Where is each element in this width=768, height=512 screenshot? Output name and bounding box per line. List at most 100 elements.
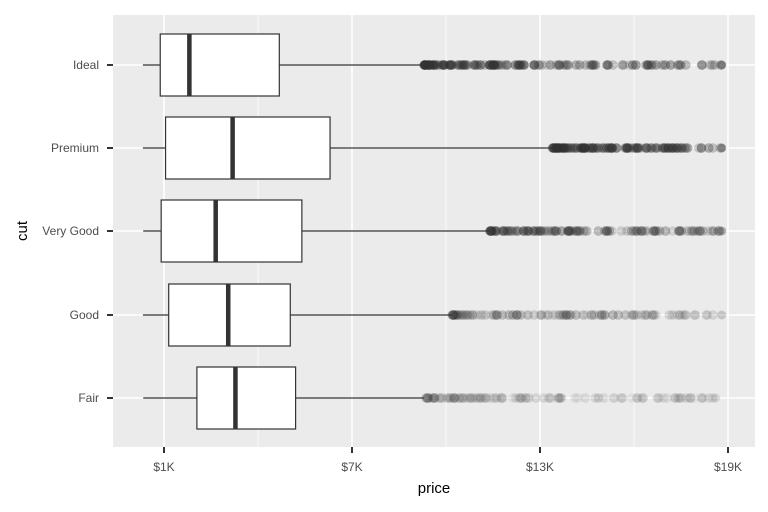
outlier-point xyxy=(596,143,607,153)
outlier-point xyxy=(558,143,568,153)
outlier-point xyxy=(578,143,589,153)
outlier-point xyxy=(561,310,571,320)
outlier-point xyxy=(650,226,660,236)
outlier-point xyxy=(579,143,590,153)
outlier-point xyxy=(565,226,576,236)
outlier-point xyxy=(597,310,607,320)
outlier-point xyxy=(522,226,532,236)
outlier-point xyxy=(555,143,565,153)
outlier-point xyxy=(445,393,456,403)
outlier-point xyxy=(607,143,617,153)
outlier-point xyxy=(640,310,651,320)
outlier-point xyxy=(425,60,435,70)
outlier-point xyxy=(452,60,463,70)
outlier-point xyxy=(445,60,455,70)
outlier-point xyxy=(495,60,506,70)
outlier-point xyxy=(651,226,661,236)
outlier-point xyxy=(563,226,573,236)
outlier-point xyxy=(497,310,508,320)
outlier-point xyxy=(555,393,566,403)
outlier-point xyxy=(626,226,637,236)
outlier-point xyxy=(584,143,594,153)
outlier-point xyxy=(676,143,686,153)
outlier-point xyxy=(495,393,505,403)
outlier-point xyxy=(506,226,517,236)
outlier-point xyxy=(546,393,557,403)
outlier-point xyxy=(534,226,545,236)
outlier-point xyxy=(498,226,509,236)
outlier-point xyxy=(680,310,691,320)
outlier-point xyxy=(707,60,717,70)
outlier-point xyxy=(516,310,527,320)
outlier-point xyxy=(577,143,588,153)
outlier-point xyxy=(626,226,637,236)
outlier-point xyxy=(564,310,575,320)
outlier-point xyxy=(519,226,530,236)
outlier-point xyxy=(458,60,469,70)
outlier-point xyxy=(497,310,508,320)
outlier-point xyxy=(640,226,650,236)
outlier-point xyxy=(444,60,455,70)
outlier-point xyxy=(437,393,448,403)
outlier-point xyxy=(481,393,492,403)
outlier-point xyxy=(604,226,615,236)
outlier-point xyxy=(564,310,574,320)
outlier-point xyxy=(429,60,439,70)
outlier-point xyxy=(593,143,603,153)
outlier-point xyxy=(643,60,654,70)
outlier-point xyxy=(569,143,580,153)
outlier-point xyxy=(660,226,671,236)
outlier-point xyxy=(651,60,662,70)
outlier-point xyxy=(564,226,575,236)
outlier-point xyxy=(449,393,459,403)
outlier-point xyxy=(491,226,501,236)
outlier-point xyxy=(554,60,565,70)
outlier-point xyxy=(556,143,567,153)
outlier-point xyxy=(488,60,498,70)
outlier-point xyxy=(553,143,564,153)
outlier-point xyxy=(491,393,502,403)
outlier-point xyxy=(499,226,509,236)
outlier-point xyxy=(481,393,491,403)
outlier-point xyxy=(679,143,690,153)
outlier-point xyxy=(673,393,683,403)
outlier-point xyxy=(491,393,502,403)
outlier-point xyxy=(564,226,574,236)
outlier-point xyxy=(674,226,685,236)
outlier-point xyxy=(703,143,714,153)
outlier-point xyxy=(607,143,617,153)
outlier-point xyxy=(557,226,567,236)
outlier-point xyxy=(553,60,564,70)
outlier-point xyxy=(592,143,603,153)
outlier-point xyxy=(669,143,679,153)
outlier-point xyxy=(524,393,534,403)
outlier-point xyxy=(685,393,695,403)
outlier-point xyxy=(648,226,658,236)
outlier-point xyxy=(479,393,489,403)
outlier-point xyxy=(563,226,574,236)
outlier-point xyxy=(461,60,472,70)
outlier-point xyxy=(563,226,573,236)
outlier-point xyxy=(496,393,507,403)
outlier-point xyxy=(450,393,461,403)
outlier-point xyxy=(636,393,647,403)
outlier-point xyxy=(588,143,599,153)
outlier-point xyxy=(607,310,618,320)
outlier-point xyxy=(609,393,619,403)
outlier-point xyxy=(620,310,630,320)
outlier-point xyxy=(606,143,616,153)
box-iqr xyxy=(159,33,280,97)
outlier-point xyxy=(537,393,548,403)
outlier-point xyxy=(554,143,564,153)
outlier-point xyxy=(558,60,569,70)
outlier-point xyxy=(536,310,547,320)
outlier-point xyxy=(518,60,529,70)
outlier-point xyxy=(449,393,459,403)
outlier-point xyxy=(571,226,582,236)
outlier-point xyxy=(485,60,495,70)
outlier-point xyxy=(535,226,546,236)
outlier-point xyxy=(479,60,490,70)
outlier-point xyxy=(641,143,652,153)
outlier-point xyxy=(571,143,581,153)
